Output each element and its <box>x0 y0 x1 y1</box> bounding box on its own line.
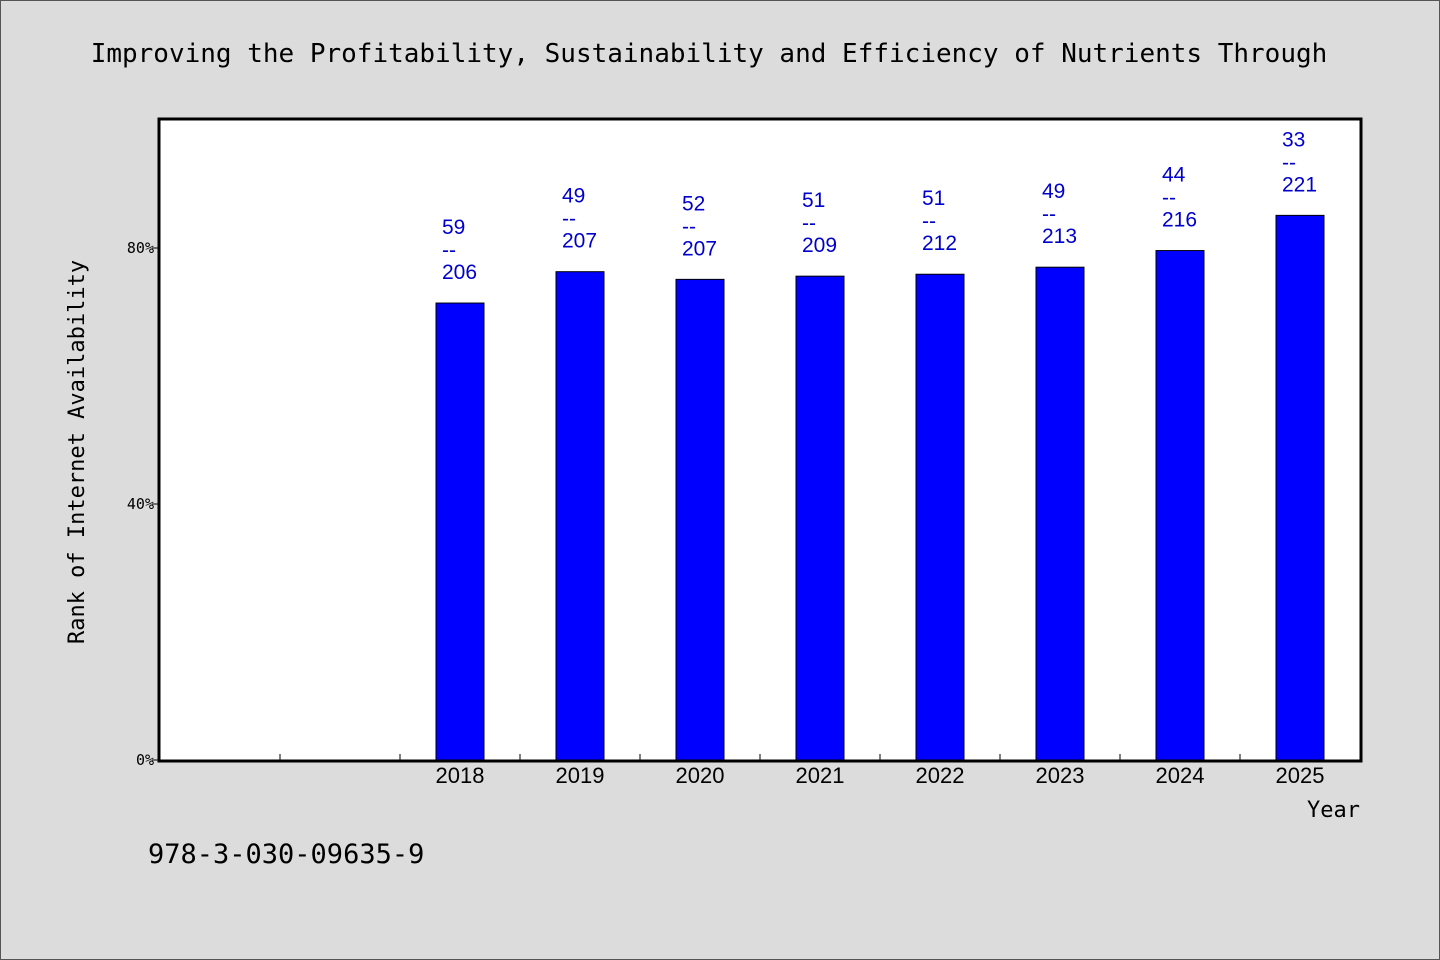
bar-label-total: 206 <box>442 261 477 284</box>
bar-label-separator: -- <box>1282 151 1296 174</box>
bar-label-rank: 44 <box>1162 164 1186 187</box>
bar-label-rank: 33 <box>1282 128 1305 151</box>
y-tick-label: 0% <box>136 751 154 769</box>
isbn-footer: 978-3-030-09635-9 <box>148 839 424 870</box>
x-axis: 2018 2019 2020 2021 2022 2023 2024 2025 <box>279 754 1325 788</box>
bar <box>1155 250 1205 761</box>
bar <box>1275 214 1325 761</box>
bar-label-total: 216 <box>1162 209 1197 232</box>
bar-label-total: 212 <box>922 232 957 255</box>
x-tick-label: 2022 <box>916 763 965 788</box>
bar-label-separator: -- <box>802 212 816 235</box>
bar <box>915 273 965 761</box>
x-tick-label: 2020 <box>676 763 725 788</box>
bar-label-rank: 51 <box>922 187 945 210</box>
bar-label-separator: -- <box>922 210 936 233</box>
y-tick-label: 80% <box>127 239 154 257</box>
bar-label-separator: -- <box>1042 203 1056 226</box>
bar-label-rank: 52 <box>682 192 705 215</box>
bar-label-total: 207 <box>682 237 717 260</box>
x-tick-label: 2025 <box>1276 763 1325 788</box>
bar-label-rank: 51 <box>802 189 825 212</box>
y-axis-label: Rank of Internet Availability <box>65 260 90 644</box>
bar-label-separator: -- <box>682 215 696 238</box>
bar-label-total: 207 <box>562 230 597 253</box>
bar <box>675 278 725 761</box>
x-tick-label: 2021 <box>796 763 845 788</box>
x-tick-label: 2023 <box>1036 763 1085 788</box>
x-tick-label: 2019 <box>556 763 605 788</box>
bar-label-total: 209 <box>802 234 837 257</box>
y-axis: 0% 40% 80% <box>127 239 160 769</box>
bar-labels: 59--20649--20752--20751--20951--21249--2… <box>442 128 1317 284</box>
bar <box>1035 266 1085 761</box>
bar-label-rank: 59 <box>442 216 465 239</box>
chart-title: Improving the Profitability, Sustainabil… <box>91 39 1328 69</box>
bar-label-rank: 49 <box>1042 180 1065 203</box>
bar-label-separator: -- <box>442 239 456 262</box>
bar-label-total: 213 <box>1042 225 1077 248</box>
bar-label-separator: -- <box>1162 187 1176 210</box>
bar-label-total: 221 <box>1282 173 1317 196</box>
bar <box>435 302 485 761</box>
y-tick-label: 40% <box>127 495 154 513</box>
bar-label-separator: -- <box>562 208 576 231</box>
x-axis-label: Year <box>1307 798 1360 823</box>
bar-label-rank: 49 <box>562 185 585 208</box>
bar <box>795 275 845 761</box>
x-tick-label: 2024 <box>1156 763 1205 788</box>
x-tick-label: 2018 <box>436 763 485 788</box>
bar-series <box>435 214 1325 761</box>
bar <box>555 271 605 761</box>
